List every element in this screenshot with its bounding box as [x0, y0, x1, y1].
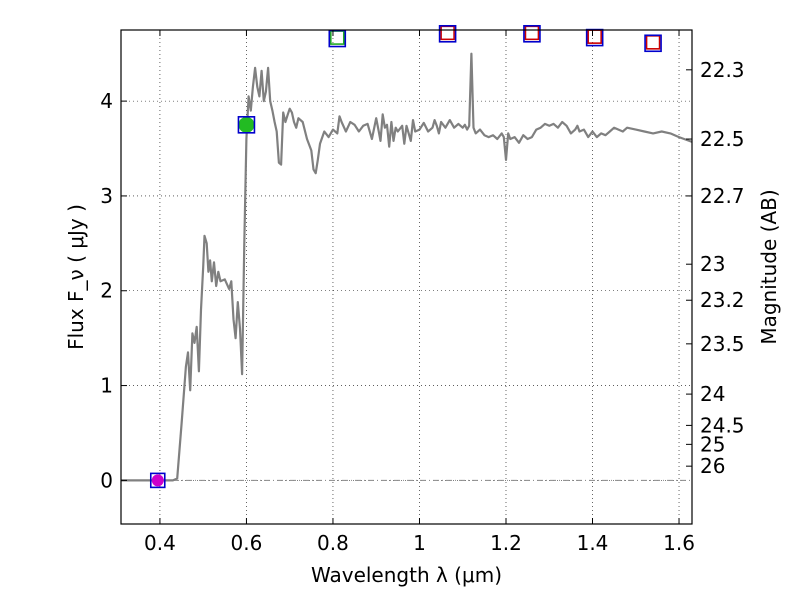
y-axis-right-label: Magnitude (AB)	[757, 189, 781, 344]
model-flux-square	[438, 24, 457, 43]
y-axis-label: Flux F_ν ( μJy )	[64, 204, 88, 350]
x-tick-label: 1.4	[577, 531, 609, 555]
x-tick-label: 1.2	[490, 531, 522, 555]
x-tick-label: 0.8	[317, 531, 349, 555]
model-flux-square	[237, 116, 256, 134]
right-tick-label: 25	[700, 432, 725, 456]
photometry-point	[238, 116, 255, 133]
x-axis: 0.4 0.6 0.8 1 1.2 1.4 1.6	[144, 30, 695, 555]
model-flux-square	[149, 472, 166, 489]
x-tick-label: 1	[413, 531, 426, 555]
y-tick-label: 0	[100, 468, 113, 492]
model-flux-square	[523, 24, 541, 43]
y-tick-label: 4	[100, 89, 113, 113]
model-flux-square	[644, 34, 662, 53]
right-tick-label: 23.2	[700, 288, 745, 312]
y-axis-left: 0 1 2 3 4	[100, 89, 127, 492]
y-tick-label: 3	[100, 184, 113, 208]
model-flux-square	[645, 35, 661, 50]
photometry-markers	[149, 24, 662, 489]
right-tick-label: 24.5	[700, 413, 745, 437]
right-tick-label: 22.5	[700, 127, 745, 151]
y-tick-label: 2	[100, 279, 113, 303]
right-tick-label: 26	[700, 454, 725, 478]
x-tick-label: 1.6	[663, 531, 695, 555]
x-axis-label: Wavelength λ (μm)	[311, 563, 502, 587]
model-flux-square	[587, 29, 602, 44]
right-tick-label: 23	[700, 252, 725, 276]
right-tick-label: 22.7	[700, 184, 745, 208]
y-tick-label: 1	[100, 374, 113, 398]
right-tick-label: 24	[700, 382, 725, 406]
spectrum-line	[121, 52, 693, 482]
x-tick-label: 0.4	[144, 531, 176, 555]
plot-frame	[120, 29, 693, 525]
right-tick-label: 22.3	[700, 58, 745, 82]
photometry-point	[151, 474, 164, 487]
model-flux-square	[440, 25, 455, 41]
right-tick-label: 23.5	[700, 332, 745, 356]
grid-lines	[121, 30, 692, 524]
model-flux-square	[524, 25, 540, 41]
x-tick-label: 0.6	[231, 531, 263, 555]
plot-area	[121, 52, 693, 482]
